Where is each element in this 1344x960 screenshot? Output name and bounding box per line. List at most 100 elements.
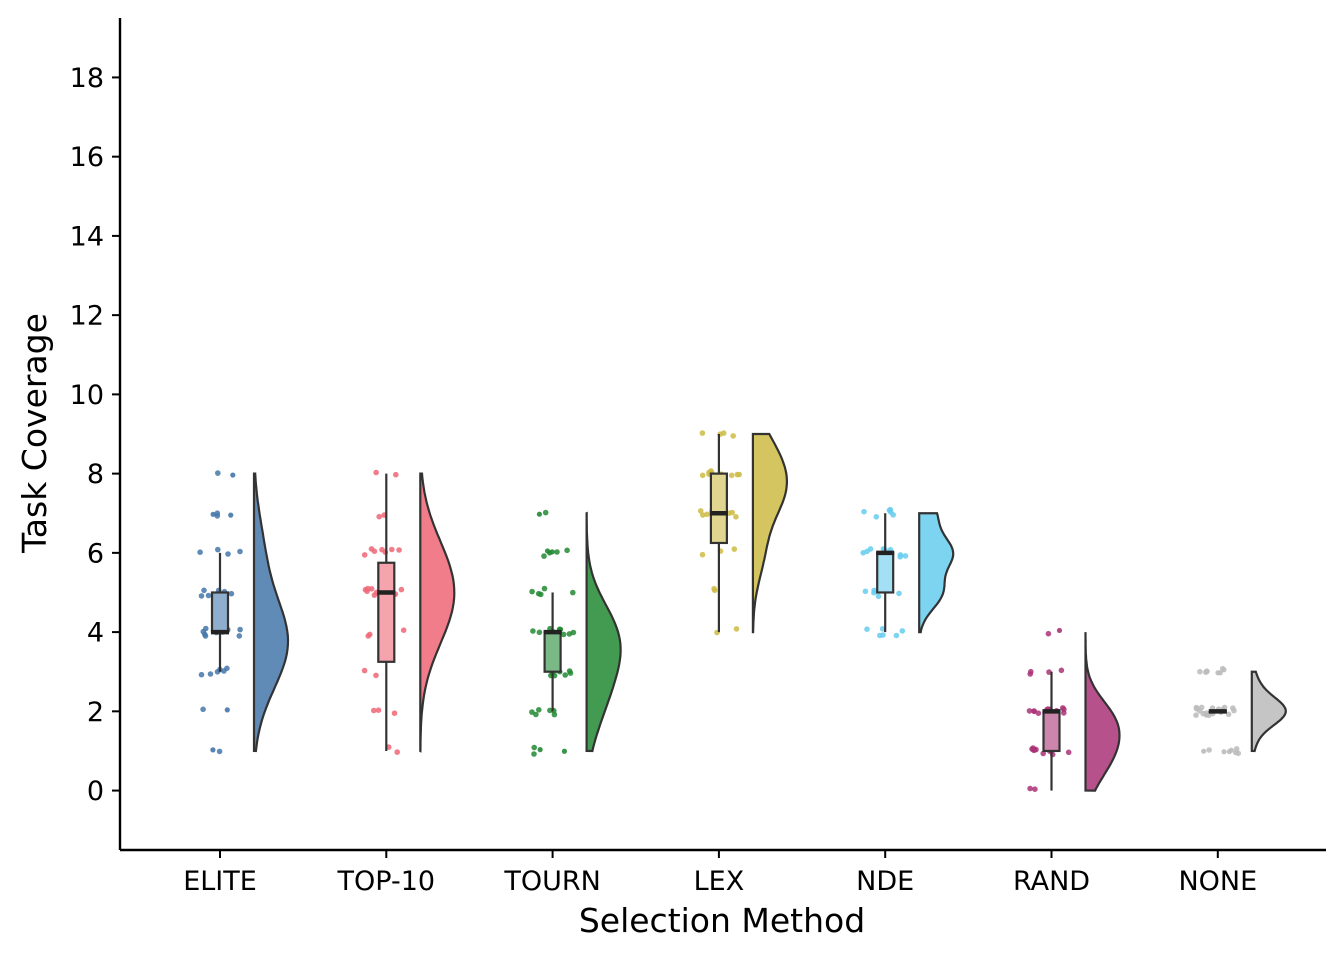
- data-point: [198, 593, 205, 599]
- data-point: [368, 546, 375, 552]
- outlier-point: [544, 548, 551, 554]
- data-point: [215, 470, 221, 476]
- box-nde: [876, 551, 895, 594]
- data-point: [1230, 705, 1236, 711]
- data-point: [224, 665, 230, 672]
- data-point: [875, 593, 882, 600]
- x-tick-label: TOP-10: [337, 866, 436, 897]
- data-point: [533, 711, 539, 718]
- data-point: [861, 508, 867, 515]
- data-point: [228, 590, 235, 597]
- data-point: [871, 589, 877, 596]
- data-point: [530, 628, 536, 634]
- violin-rand: [1084, 632, 1121, 792]
- data-point: [720, 430, 727, 436]
- data-point: [564, 547, 570, 554]
- outlier-point: [1221, 667, 1227, 673]
- outlier-point: [1226, 749, 1232, 755]
- group-rand: [1026, 627, 1121, 792]
- data-point: [699, 472, 706, 479]
- data-point: [1027, 785, 1033, 792]
- data-point: [699, 430, 706, 436]
- data-point: [890, 512, 896, 518]
- data-point: [538, 591, 544, 598]
- data-point: [542, 509, 549, 516]
- data-point: [531, 751, 537, 757]
- data-point: [373, 672, 379, 679]
- group-none: [1193, 665, 1287, 757]
- data-point: [236, 633, 243, 639]
- data-point: [862, 588, 869, 595]
- data-point: [1032, 786, 1038, 792]
- y-tick-label: 14: [70, 221, 104, 252]
- data-point: [364, 588, 370, 595]
- data-point: [886, 507, 893, 514]
- outlier-point: [561, 748, 568, 754]
- outlier-point: [228, 512, 234, 518]
- x-tick-label: LEX: [694, 866, 745, 897]
- data-point: [1206, 747, 1212, 753]
- x-tick-label: NONE: [1178, 866, 1257, 897]
- data-point: [700, 512, 706, 518]
- group-nde: [860, 506, 955, 639]
- outlier-point: [1217, 670, 1223, 676]
- data-point: [1193, 704, 1200, 711]
- data-point: [375, 707, 382, 713]
- data-point: [1031, 747, 1037, 754]
- data-point: [733, 514, 739, 520]
- violin-lex: [751, 432, 788, 634]
- x-axis-title: Selection Method: [579, 901, 865, 940]
- data-point: [371, 707, 377, 714]
- group-top-10: [361, 469, 456, 755]
- plot-area: [197, 430, 1287, 792]
- data-point: [202, 631, 208, 638]
- y-tick-label: 6: [87, 538, 104, 569]
- data-point: [391, 710, 398, 716]
- data-point: [201, 587, 207, 594]
- data-point: [237, 626, 243, 633]
- data-point: [1221, 704, 1228, 711]
- data-point: [373, 469, 379, 476]
- data-point: [1058, 667, 1065, 674]
- data-point: [879, 626, 886, 632]
- data-point: [1060, 705, 1066, 711]
- data-point: [897, 552, 904, 558]
- data-point: [1061, 710, 1067, 716]
- x-tick-label: NDE: [856, 866, 914, 897]
- data-point: [394, 749, 401, 755]
- data-point: [899, 628, 906, 634]
- outlier-point: [210, 747, 216, 753]
- violin-none: [1250, 670, 1287, 753]
- data-point: [215, 546, 221, 553]
- violin-elite: [252, 472, 290, 753]
- data-point: [529, 588, 535, 595]
- data-point: [893, 632, 900, 639]
- data-point: [541, 585, 548, 592]
- data-point: [867, 546, 874, 552]
- data-point: [711, 585, 717, 592]
- box-tourn: [543, 630, 562, 673]
- box-elite: [210, 591, 230, 634]
- data-point: [1198, 704, 1205, 711]
- box-rand: [1042, 710, 1061, 753]
- data-point: [570, 589, 576, 596]
- violin-top-10: [419, 472, 456, 753]
- data-point: [205, 592, 212, 599]
- data-point: [389, 546, 395, 553]
- data-point: [376, 513, 383, 520]
- violin-nde: [918, 512, 955, 634]
- data-point: [733, 626, 740, 632]
- outlier-point: [1221, 749, 1227, 755]
- data-point: [1035, 710, 1042, 716]
- data-point: [562, 672, 568, 678]
- data-point: [566, 631, 573, 637]
- box-lex: [709, 472, 729, 545]
- data-point: [361, 667, 368, 674]
- data-point: [554, 549, 560, 555]
- data-point: [729, 509, 735, 516]
- group-elite: [197, 470, 290, 755]
- outlier-point: [1201, 748, 1207, 754]
- outlier-point: [537, 747, 543, 753]
- data-point: [873, 514, 880, 520]
